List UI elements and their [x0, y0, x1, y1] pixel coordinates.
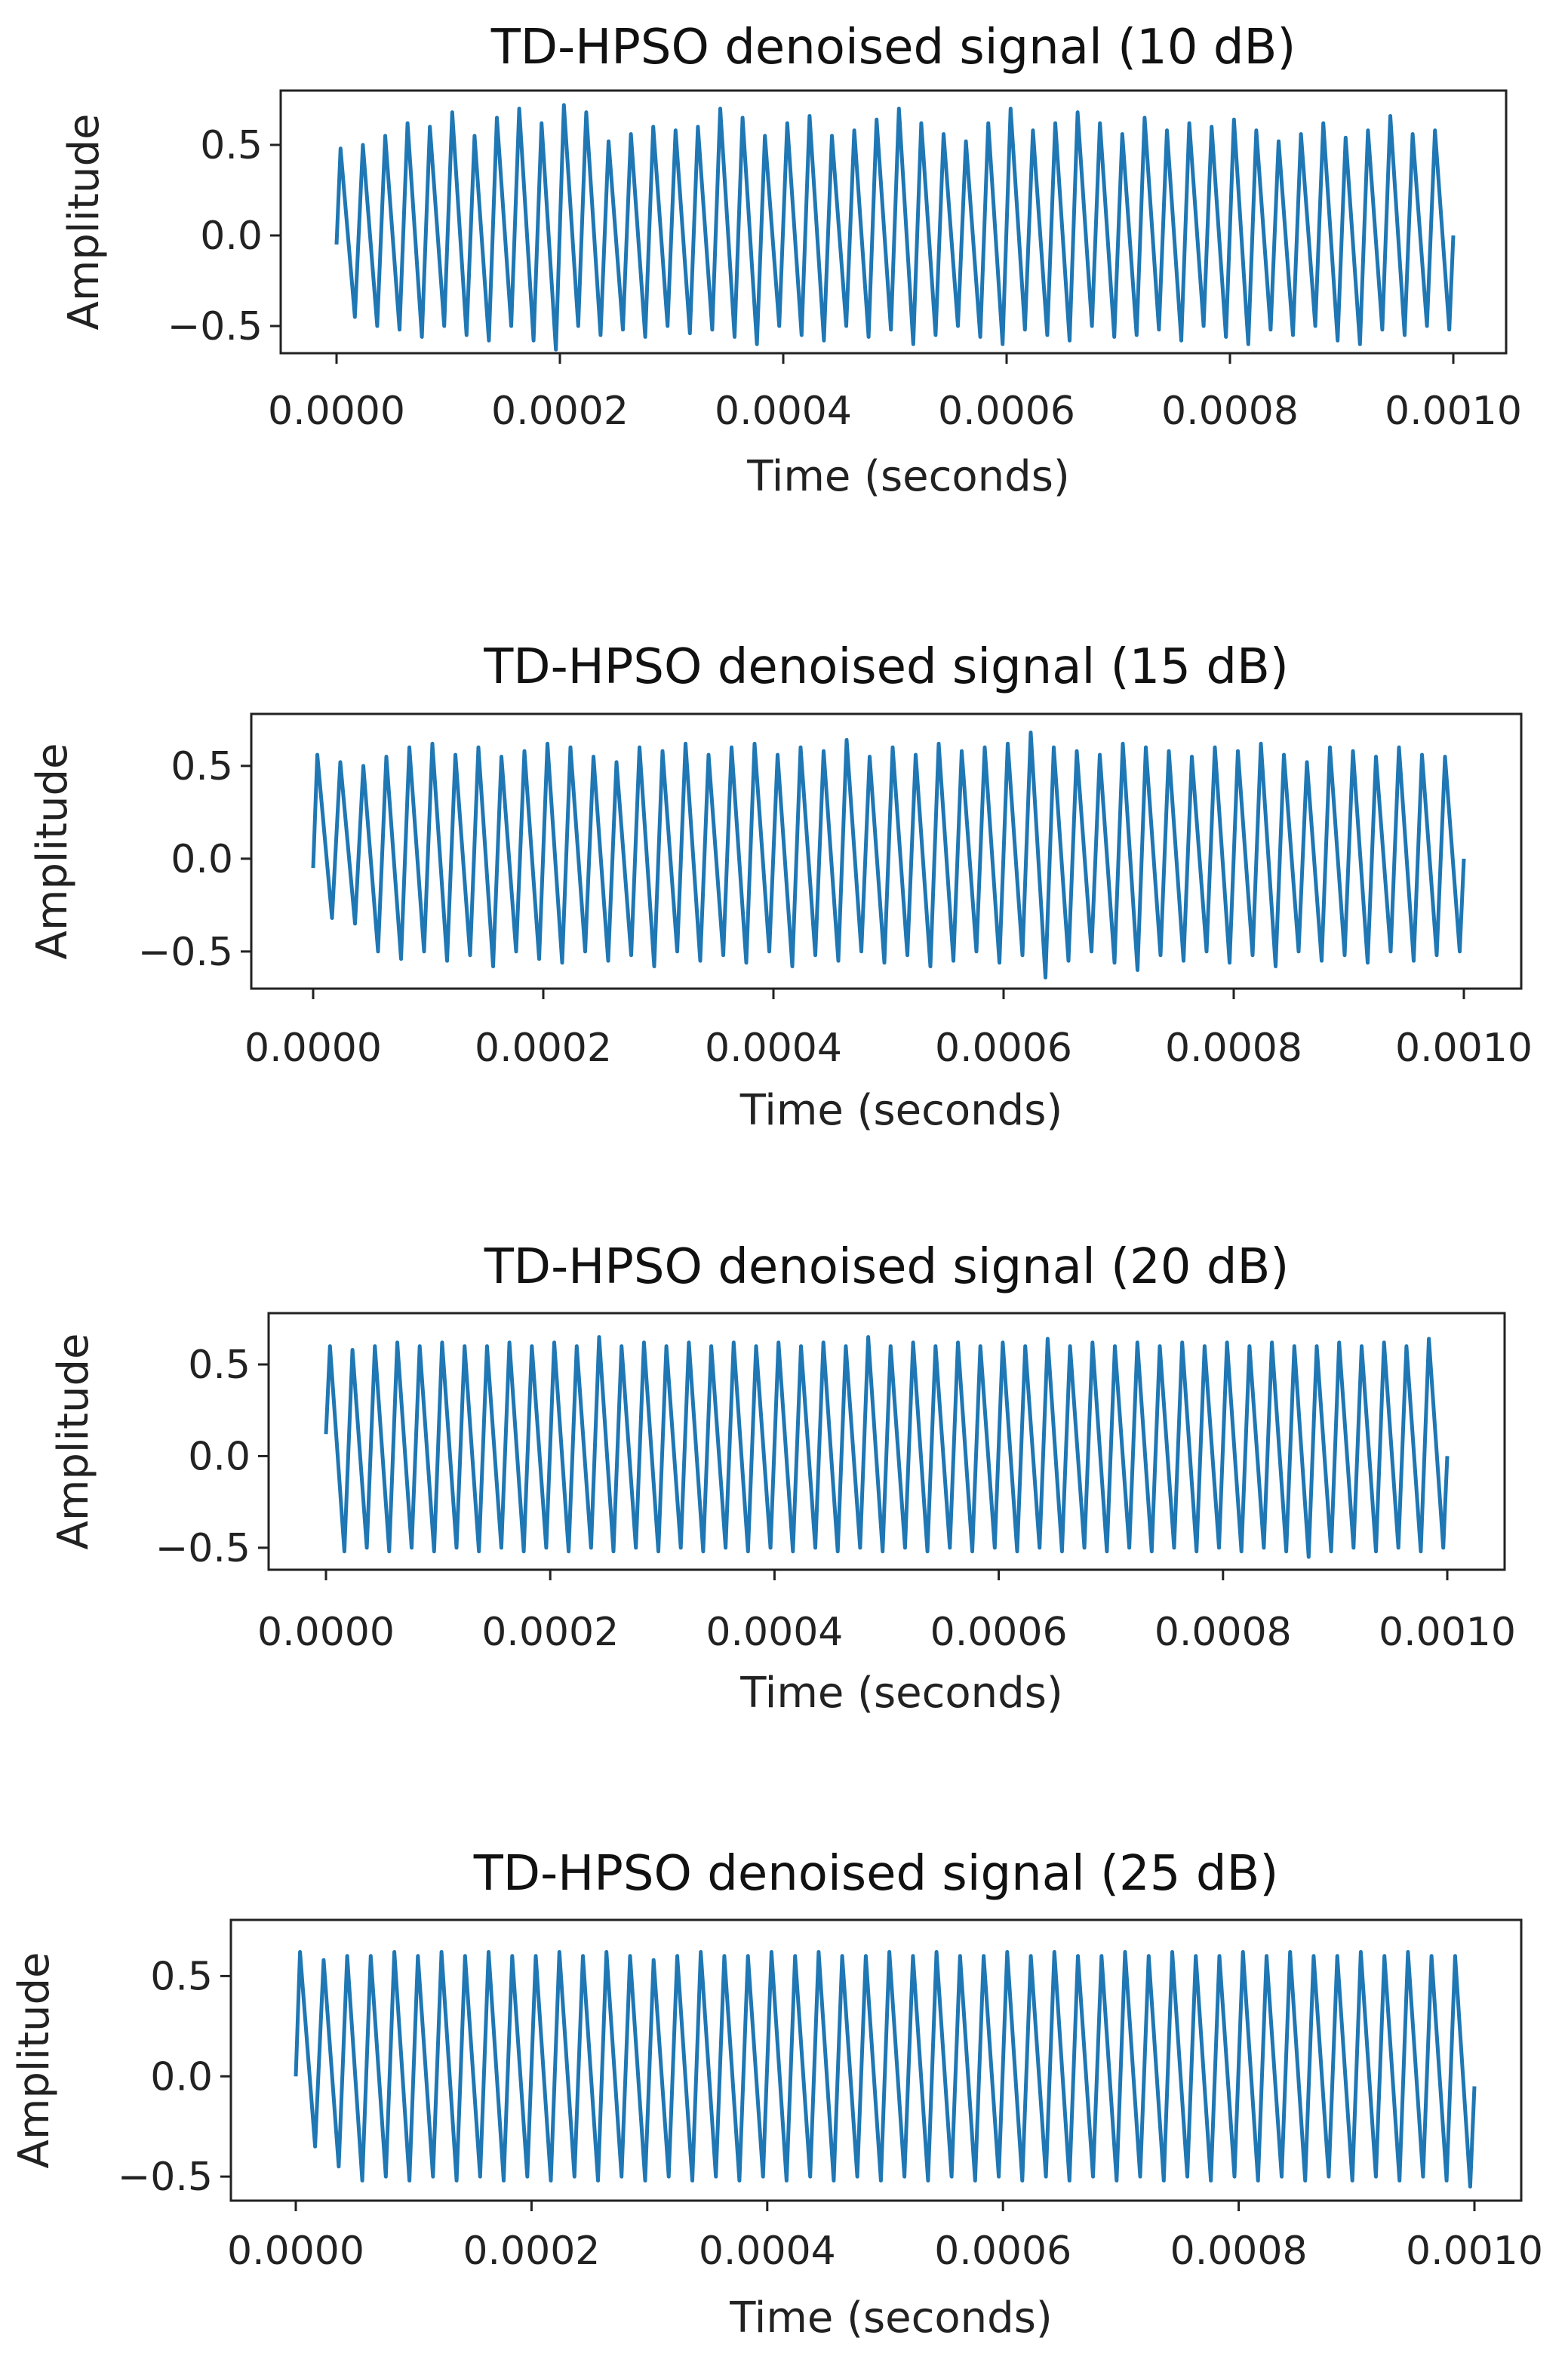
y-tick-label: −0.5	[168, 304, 263, 349]
y-tick-label: 0.0	[188, 1434, 251, 1479]
signal-line	[294, 1950, 1477, 2189]
chart-title: TD-HPSO denoised signal (25 dB)	[473, 1846, 1279, 1902]
x-tick-label: 0.0002	[463, 2229, 600, 2274]
x-tick-label: 0.0008	[1161, 389, 1299, 434]
y-axis-label: Amplitude	[60, 114, 109, 331]
signal-line	[324, 1335, 1450, 1559]
chart-title: TD-HPSO denoised signal (20 dB)	[484, 1239, 1290, 1295]
chart-title: TD-HPSO denoised signal (10 dB)	[490, 20, 1296, 75]
x-tick-label: 0.0000	[257, 1610, 395, 1655]
chart-panel-2: TD-HPSO denoised signal (15 dB) 0.5 0.0 −0.…	[28, 639, 1533, 1135]
y-tick-label: 0.5	[200, 123, 263, 168]
x-axis-label: Time (seconds)	[729, 2293, 1052, 2343]
x-tick-label: 0.0010	[1406, 2229, 1543, 2274]
x-tick-label: 0.0008	[1154, 1610, 1292, 1655]
x-tick-label: 0.0008	[1170, 2229, 1308, 2274]
plot-frame	[267, 1312, 1506, 1571]
x-tick-label: 0.0004	[706, 1610, 843, 1655]
y-tick-label: −0.5	[138, 930, 233, 975]
y-tick-label: 0.5	[188, 1343, 251, 1388]
y-tick-label: 0.0	[200, 214, 263, 259]
x-tick-label: 0.0006	[934, 2229, 1071, 2274]
x-tick-label: 0.0000	[244, 1026, 382, 1071]
x-tick-label: 0.0004	[705, 1026, 842, 1071]
plot-frame	[250, 712, 1523, 990]
x-tick-label: 0.0000	[268, 389, 405, 434]
x-axis-label: Time (seconds)	[739, 1669, 1062, 1718]
x-tick-label: 0.0010	[1395, 1026, 1533, 1071]
signal-line	[311, 731, 1466, 980]
x-tick-label: 0.0002	[491, 389, 629, 434]
y-axis-label: Amplitude	[10, 1952, 59, 2169]
y-tick-label: 0.0	[150, 2054, 213, 2100]
x-axis-label: Time (seconds)	[746, 452, 1069, 501]
chart-panel-4: TD-HPSO denoised signal (25 dB) 0.5 0.0 −0.…	[10, 1846, 1543, 2343]
y-tick-label: 0.5	[171, 744, 233, 789]
x-axis-label: Time (seconds)	[739, 1086, 1062, 1135]
x-tick-label: 0.0008	[1165, 1026, 1302, 1071]
y-axis-label: Amplitude	[28, 743, 77, 960]
x-tick-label: 0.0004	[699, 2229, 836, 2274]
y-tick-label: 0.0	[171, 837, 233, 882]
y-tick-label: −0.5	[155, 1526, 251, 1571]
chart-title: TD-HPSO denoised signal (15 dB)	[483, 639, 1289, 695]
chart-panel-1: TD-HPSO denoised signal (10 dB) 0.5 0.0 −0.…	[60, 20, 1522, 501]
y-tick-label: −0.5	[118, 2155, 213, 2200]
chart-panel-3: TD-HPSO denoised signal (20 dB) 0.5 0.0 −0.…	[49, 1239, 1516, 1718]
signal-line	[334, 103, 1456, 352]
y-axis-label: Amplitude	[49, 1334, 98, 1550]
x-tick-label: 0.0006	[930, 1610, 1068, 1655]
x-tick-label: 0.0006	[935, 1026, 1072, 1071]
x-tick-label: 0.0006	[938, 389, 1075, 434]
plot-frame	[279, 89, 1508, 355]
x-tick-label: 0.0000	[227, 2229, 364, 2274]
plot-frame	[229, 1918, 1523, 2202]
x-tick-label: 0.0002	[475, 1026, 612, 1071]
y-tick-label: 0.5	[150, 1954, 213, 1999]
x-tick-label: 0.0010	[1385, 389, 1522, 434]
x-tick-label: 0.0010	[1379, 1610, 1516, 1655]
x-tick-label: 0.0004	[715, 389, 852, 434]
x-tick-label: 0.0002	[481, 1610, 619, 1655]
